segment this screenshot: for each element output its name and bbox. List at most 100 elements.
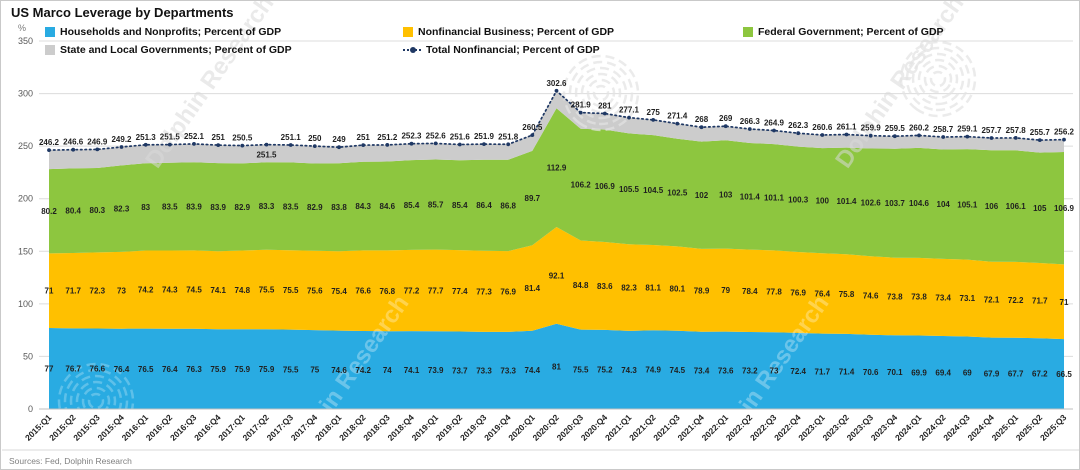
svg-text:251: 251	[212, 133, 226, 142]
svg-text:81: 81	[552, 362, 561, 371]
svg-text:260.6: 260.6	[812, 123, 833, 132]
svg-text:104.5: 104.5	[643, 186, 664, 195]
svg-text:246.6: 246.6	[63, 138, 84, 147]
chart-title: US Marco Leverage by Departments	[11, 5, 234, 20]
svg-text:76.4: 76.4	[162, 365, 178, 374]
svg-text:102.5: 102.5	[667, 189, 688, 198]
svg-text:86.4: 86.4	[476, 201, 492, 210]
legend-swatch-households	[45, 27, 55, 37]
svg-text:85.4: 85.4	[404, 201, 420, 210]
svg-text:100: 100	[18, 299, 33, 309]
svg-text:251.6: 251.6	[450, 133, 471, 142]
svg-text:260.2: 260.2	[909, 123, 930, 132]
svg-text:72.4: 72.4	[790, 367, 806, 376]
svg-text:70.1: 70.1	[887, 368, 903, 377]
svg-text:81.1: 81.1	[645, 284, 661, 293]
svg-text:101.1: 101.1	[764, 193, 785, 202]
svg-text:80.4: 80.4	[65, 207, 81, 216]
svg-text:302.6: 302.6	[546, 79, 567, 88]
svg-text:75.5: 75.5	[573, 365, 589, 374]
svg-text:50: 50	[23, 351, 33, 361]
svg-text:75.5: 75.5	[259, 286, 275, 295]
svg-text:250.5: 250.5	[232, 134, 253, 143]
svg-text:82.9: 82.9	[307, 203, 323, 212]
svg-text:252.1: 252.1	[184, 132, 205, 141]
legend-label-state-local: State and Local Governments; Percent of …	[60, 44, 292, 56]
svg-text:73.4: 73.4	[935, 293, 951, 302]
svg-text:71: 71	[1060, 298, 1069, 307]
svg-text:79: 79	[721, 286, 730, 295]
svg-text:83.3: 83.3	[259, 202, 275, 211]
source-note: Sources: Fed, Dolphin Research	[9, 456, 132, 466]
svg-text:73.4: 73.4	[694, 366, 710, 375]
svg-text:67.2: 67.2	[1032, 370, 1048, 379]
svg-text:103: 103	[719, 190, 733, 199]
svg-text:71.7: 71.7	[815, 367, 831, 376]
legend-item-households: Households and Nonprofits; Percent of GD…	[45, 26, 281, 38]
svg-text:71.7: 71.7	[65, 287, 81, 296]
svg-text:85.4: 85.4	[452, 201, 468, 210]
svg-text:252.6: 252.6	[426, 131, 447, 140]
legend-label-total: Total Nonfinancial; Percent of GDP	[426, 44, 600, 56]
svg-text:104.6: 104.6	[909, 199, 930, 208]
svg-text:76.7: 76.7	[65, 365, 81, 374]
svg-text:105.1: 105.1	[957, 200, 978, 209]
svg-text:72.2: 72.2	[1008, 296, 1024, 305]
svg-text:75.9: 75.9	[235, 365, 251, 374]
svg-text:275: 275	[647, 108, 661, 117]
svg-text:101.4: 101.4	[836, 197, 857, 206]
svg-text:277.1: 277.1	[619, 106, 640, 115]
svg-text:76.6: 76.6	[90, 365, 106, 374]
svg-text:264.9: 264.9	[764, 119, 785, 128]
svg-text:106.9: 106.9	[595, 182, 616, 191]
svg-text:76.4: 76.4	[114, 365, 130, 374]
svg-text:300: 300	[18, 89, 33, 99]
legend-item-state-local: State and Local Governments; Percent of …	[45, 44, 292, 56]
svg-text:73.9: 73.9	[428, 366, 444, 375]
svg-text:80.3: 80.3	[90, 206, 106, 215]
area-state-local-governments	[49, 90, 1064, 170]
svg-text:82.3: 82.3	[621, 284, 637, 293]
svg-text:271.4: 271.4	[667, 112, 688, 121]
svg-text:260.5: 260.5	[522, 123, 543, 132]
svg-text:85.7: 85.7	[428, 201, 444, 210]
svg-text:259.5: 259.5	[885, 124, 906, 133]
svg-text:251.2: 251.2	[377, 133, 398, 142]
svg-text:262.3: 262.3	[788, 121, 809, 130]
svg-text:76.5: 76.5	[138, 365, 154, 374]
svg-text:76.9: 76.9	[790, 288, 806, 297]
svg-text:72.3: 72.3	[90, 287, 106, 296]
svg-text:249.2: 249.2	[111, 135, 132, 144]
svg-text:255.7: 255.7	[1030, 128, 1051, 137]
svg-text:250: 250	[18, 141, 33, 151]
svg-text:76.3: 76.3	[186, 365, 202, 374]
svg-text:82.3: 82.3	[114, 205, 130, 214]
svg-text:251.9: 251.9	[474, 132, 495, 141]
svg-text:73.3: 73.3	[500, 367, 516, 376]
svg-text:268: 268	[695, 115, 709, 124]
svg-text:71.4: 71.4	[839, 368, 855, 377]
legend-label-households: Households and Nonprofits; Percent of GD…	[60, 26, 282, 38]
svg-text:71: 71	[45, 287, 54, 296]
svg-text:102: 102	[695, 191, 709, 200]
svg-text:74.8: 74.8	[235, 286, 251, 295]
svg-text:69.9: 69.9	[911, 368, 927, 377]
svg-text:281: 281	[598, 102, 612, 111]
svg-text:67.7: 67.7	[1008, 369, 1024, 378]
svg-text:84.3: 84.3	[355, 202, 371, 211]
svg-text:80.1: 80.1	[670, 285, 686, 294]
svg-text:106.2: 106.2	[571, 181, 592, 190]
svg-text:75.6: 75.6	[307, 286, 323, 295]
svg-text:257.8: 257.8	[1006, 126, 1027, 135]
svg-text:83: 83	[141, 203, 150, 212]
svg-text:2025:Q3: 2025:Q3	[1038, 412, 1069, 443]
svg-text:76.9: 76.9	[500, 288, 516, 297]
svg-text:67.9: 67.9	[984, 369, 1000, 378]
svg-text:74.4: 74.4	[525, 366, 541, 375]
svg-text:252.3: 252.3	[401, 132, 422, 141]
total-markers	[47, 88, 1066, 153]
svg-text:78.4: 78.4	[742, 287, 758, 296]
svg-text:251.3: 251.3	[136, 133, 157, 142]
svg-text:86.8: 86.8	[500, 201, 516, 210]
